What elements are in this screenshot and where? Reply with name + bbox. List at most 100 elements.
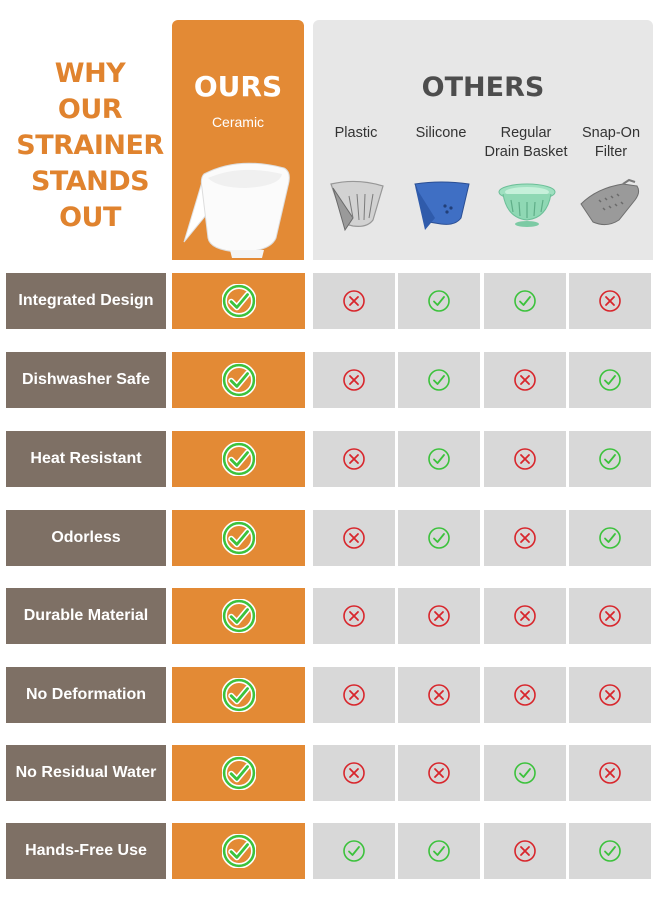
x-circle-icon	[514, 448, 536, 470]
x-circle-icon	[343, 290, 365, 312]
check-circle-icon	[221, 834, 256, 868]
others-cell	[484, 823, 566, 879]
headline-line: OUT	[59, 202, 121, 233]
column-label-silicone: Silicone	[398, 124, 484, 143]
column-label-line: Silicone	[415, 125, 467, 141]
check-circle-icon	[221, 756, 256, 790]
column-label-line: Regular	[500, 125, 552, 141]
check-circle-icon	[343, 840, 365, 862]
others-header: OTHERS Plastic Silicone Regular Drain Ba…	[313, 20, 653, 260]
others-cell	[484, 510, 566, 566]
feature-label: No Residual Water	[6, 745, 166, 801]
check-circle-icon	[221, 521, 256, 555]
others-cell	[313, 667, 395, 723]
feature-label: Odorless	[6, 510, 166, 566]
check-circle-icon	[428, 840, 450, 862]
column-label-snap-on-filter: Snap-On Filter	[568, 124, 654, 162]
ours-header: OURS Ceramic	[172, 20, 304, 260]
x-circle-icon	[514, 684, 536, 706]
feature-label: Dishwasher Safe	[6, 352, 166, 408]
others-cell	[484, 588, 566, 644]
others-cell	[313, 273, 395, 329]
others-cell	[484, 667, 566, 723]
feature-label: Hands-Free Use	[6, 823, 166, 879]
ours-cell	[172, 431, 305, 487]
x-circle-icon	[343, 684, 365, 706]
x-circle-icon	[428, 605, 450, 627]
others-cell	[484, 352, 566, 408]
others-cell	[398, 431, 480, 487]
others-cell	[569, 745, 651, 801]
others-cell	[484, 273, 566, 329]
x-circle-icon	[428, 762, 450, 784]
ours-cell	[172, 588, 305, 644]
others-title: OTHERS	[421, 72, 545, 103]
check-circle-icon	[599, 840, 621, 862]
feature-label: Durable Material	[6, 588, 166, 644]
others-cell	[569, 352, 651, 408]
x-circle-icon	[428, 684, 450, 706]
column-label-drain-basket: Regular Drain Basket	[483, 124, 569, 162]
others-cell	[398, 745, 480, 801]
column-label-plastic: Plastic	[313, 124, 399, 143]
ours-subtitle: Ceramic	[211, 114, 265, 130]
others-cell	[569, 431, 651, 487]
x-circle-icon	[599, 605, 621, 627]
others-cell	[484, 745, 566, 801]
check-circle-icon	[428, 369, 450, 391]
check-circle-icon	[514, 290, 536, 312]
x-circle-icon	[599, 762, 621, 784]
check-circle-icon	[221, 363, 256, 397]
check-circle-icon	[221, 284, 256, 318]
headline-line: STANDS	[30, 166, 150, 197]
ours-cell	[172, 273, 305, 329]
x-circle-icon	[514, 527, 536, 549]
others-cell	[313, 823, 395, 879]
x-circle-icon	[343, 762, 365, 784]
x-circle-icon	[343, 369, 365, 391]
headline-line: OUR	[57, 94, 123, 125]
column-label-line: Snap-On	[581, 125, 641, 141]
others-cell	[398, 510, 480, 566]
headline: WHY OUR STRAINER STANDS OUT	[10, 56, 170, 236]
x-circle-icon	[343, 605, 365, 627]
check-circle-icon	[428, 527, 450, 549]
x-circle-icon	[343, 527, 365, 549]
others-cell	[313, 431, 395, 487]
check-circle-icon	[514, 762, 536, 784]
others-cell	[484, 431, 566, 487]
x-circle-icon	[599, 290, 621, 312]
others-cell	[569, 588, 651, 644]
check-circle-icon	[221, 678, 256, 712]
others-cell	[313, 352, 395, 408]
others-cell	[398, 352, 480, 408]
snap-on-filter-image	[580, 178, 640, 226]
others-cell	[313, 745, 395, 801]
column-label-line: Drain Basket	[484, 144, 568, 160]
ours-cell	[172, 667, 305, 723]
plastic-strainer-image	[330, 180, 384, 232]
check-circle-icon	[599, 448, 621, 470]
others-cell	[398, 588, 480, 644]
check-circle-icon	[221, 599, 256, 633]
ceramic-strainer-image	[183, 162, 290, 258]
others-cell	[569, 273, 651, 329]
ours-cell	[172, 745, 305, 801]
check-circle-icon	[599, 527, 621, 549]
headline-line: WHY	[54, 58, 126, 89]
drain-basket-image	[498, 183, 556, 227]
silicone-strainer-image	[414, 181, 470, 230]
others-cell	[569, 510, 651, 566]
others-cell	[313, 588, 395, 644]
ours-cell	[172, 510, 305, 566]
check-circle-icon	[428, 290, 450, 312]
headline-line: STRAINER	[16, 130, 164, 161]
check-circle-icon	[428, 448, 450, 470]
feature-label: Integrated Design	[6, 273, 166, 329]
ours-title: OURS	[193, 70, 283, 103]
others-cell	[398, 667, 480, 723]
others-cell	[569, 667, 651, 723]
x-circle-icon	[514, 369, 536, 391]
others-cell	[398, 823, 480, 879]
feature-label: No Deformation	[6, 667, 166, 723]
